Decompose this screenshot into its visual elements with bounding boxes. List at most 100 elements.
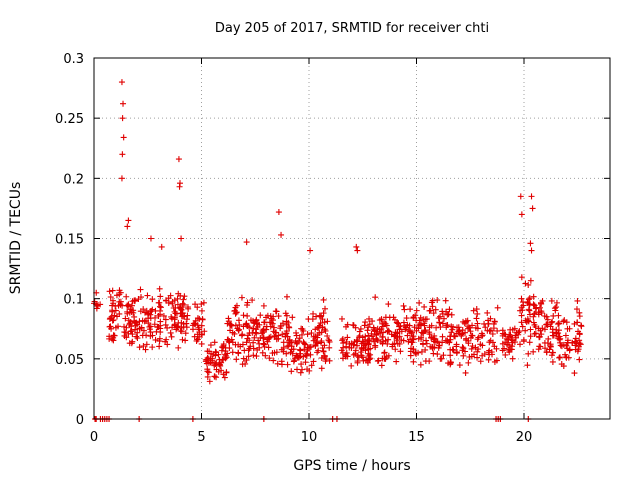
data-point bbox=[437, 324, 444, 331]
data-point bbox=[362, 319, 369, 326]
data-point bbox=[275, 209, 282, 216]
data-point bbox=[474, 354, 481, 361]
data-point bbox=[245, 353, 252, 360]
data-point bbox=[522, 280, 529, 287]
data-point bbox=[413, 307, 420, 314]
data-point bbox=[312, 336, 319, 342]
data-point bbox=[172, 310, 179, 317]
data-point bbox=[142, 346, 149, 353]
data-point bbox=[564, 337, 571, 344]
data-point bbox=[123, 293, 130, 300]
data-point bbox=[110, 317, 117, 324]
data-point bbox=[473, 306, 480, 313]
data-point bbox=[472, 344, 479, 351]
data-point bbox=[300, 353, 307, 360]
data-point bbox=[555, 327, 562, 334]
data-point bbox=[157, 293, 164, 300]
data-point bbox=[275, 313, 282, 320]
data-point bbox=[392, 346, 399, 353]
data-point bbox=[158, 243, 165, 250]
data-point bbox=[250, 352, 257, 359]
data-point bbox=[564, 325, 571, 332]
data-point bbox=[138, 324, 145, 331]
data-point bbox=[322, 305, 329, 312]
data-point bbox=[318, 365, 325, 372]
data-point bbox=[490, 325, 497, 332]
data-point bbox=[273, 336, 280, 343]
data-point bbox=[430, 310, 437, 317]
axis-ticks: 0 0.05 0.1 0.15 0.2 0.25 0.3 0 5 10 15 20 bbox=[55, 52, 610, 445]
data-point bbox=[358, 345, 365, 352]
data-point bbox=[449, 346, 456, 353]
data-point bbox=[477, 358, 484, 365]
data-point bbox=[201, 328, 208, 335]
data-point bbox=[527, 311, 534, 318]
data-point bbox=[134, 329, 141, 336]
data-point bbox=[313, 339, 320, 346]
data-point bbox=[143, 307, 150, 314]
data-point bbox=[527, 326, 534, 333]
data-point bbox=[358, 340, 365, 347]
data-point bbox=[372, 294, 379, 301]
data-point bbox=[499, 347, 506, 354]
data-point bbox=[506, 331, 513, 338]
data-point bbox=[550, 332, 557, 339]
data-point bbox=[126, 340, 133, 347]
data-point bbox=[532, 330, 539, 337]
data-point bbox=[527, 277, 534, 284]
data-point bbox=[156, 338, 163, 345]
data-point bbox=[194, 304, 201, 311]
data-point bbox=[443, 324, 450, 331]
data-point bbox=[252, 318, 259, 325]
data-point bbox=[518, 295, 525, 302]
data-point bbox=[574, 297, 581, 304]
data-point bbox=[314, 325, 321, 332]
data-point bbox=[415, 325, 422, 332]
data-point bbox=[350, 322, 357, 329]
data-point bbox=[147, 235, 154, 242]
data-point bbox=[537, 300, 544, 307]
data-point bbox=[439, 333, 446, 340]
data-point bbox=[253, 353, 260, 360]
data-point bbox=[93, 305, 100, 312]
data-point bbox=[266, 355, 273, 362]
data-point bbox=[407, 306, 414, 313]
data-point bbox=[294, 366, 301, 373]
data-point bbox=[437, 313, 444, 320]
data-point bbox=[527, 333, 534, 340]
data-point bbox=[262, 352, 269, 359]
data-point bbox=[369, 333, 376, 340]
data-point bbox=[410, 336, 417, 343]
data-point bbox=[237, 343, 244, 350]
data-point bbox=[320, 296, 327, 303]
data-point bbox=[225, 318, 232, 325]
data-point bbox=[422, 346, 429, 353]
data-point bbox=[556, 354, 563, 361]
data-point bbox=[531, 321, 538, 328]
data-point bbox=[119, 115, 126, 122]
data-point bbox=[192, 301, 199, 308]
data-point bbox=[316, 312, 323, 319]
data-point bbox=[211, 339, 218, 346]
data-point bbox=[123, 334, 130, 341]
data-point bbox=[194, 331, 201, 338]
data-point bbox=[385, 301, 392, 308]
data-point bbox=[400, 319, 407, 326]
data-point bbox=[283, 350, 290, 357]
data-point bbox=[250, 325, 257, 332]
data-point bbox=[165, 299, 172, 306]
data-point bbox=[541, 326, 548, 333]
data-point bbox=[283, 328, 290, 335]
data-point bbox=[181, 293, 188, 300]
data-point bbox=[418, 336, 425, 343]
data-point bbox=[239, 331, 246, 338]
data-point bbox=[183, 316, 190, 323]
data-point bbox=[312, 343, 319, 350]
data-point bbox=[415, 349, 422, 356]
data-point bbox=[448, 311, 455, 318]
data-point bbox=[180, 296, 187, 303]
data-point bbox=[524, 362, 531, 369]
data-point bbox=[530, 293, 537, 300]
data-point bbox=[176, 183, 183, 190]
